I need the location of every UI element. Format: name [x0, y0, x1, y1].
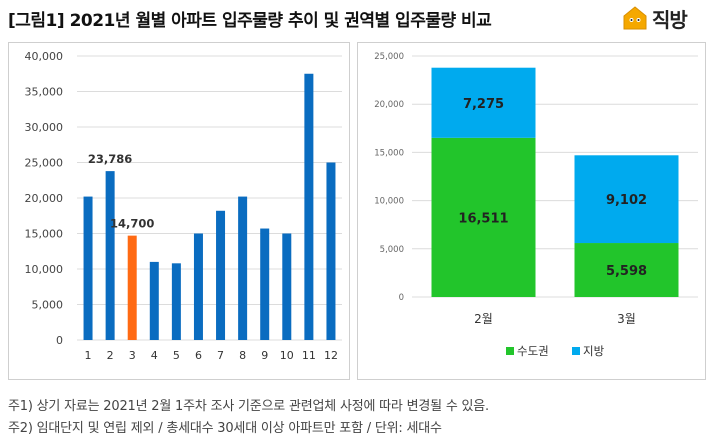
x-tick-label: 11: [302, 349, 316, 362]
bar-segment-local: [574, 155, 679, 244]
segment-value-label: 9,102: [606, 193, 647, 208]
y-tick-label: 20,000: [25, 192, 64, 205]
bar-month-6: [193, 233, 203, 340]
y-tick-label: 15,000: [374, 148, 404, 158]
x-tick-label: 3: [129, 349, 136, 362]
legend-swatch: [506, 347, 514, 355]
footnote-1: 주1) 상기 자료는 2021년 2월 1주차 조사 기준으로 관련업체 사정에…: [8, 399, 489, 414]
y-tick-label: 20,000: [374, 100, 404, 110]
segment-value-label: 7,275: [463, 97, 504, 112]
brand-name: 직방: [652, 7, 688, 32]
x-tick-label: 10: [280, 349, 294, 362]
figure-title: [그림1] 2021년 월별 아파트 입주물량 추이 및 권역별 입주물량 비교: [8, 11, 492, 31]
x-tick-label: 12: [324, 349, 338, 362]
bar-month-10: [282, 233, 292, 340]
segment-value-label: 16,511: [458, 211, 508, 226]
y-tick-label: 25,000: [374, 52, 404, 62]
legend-label: 수도권: [517, 344, 549, 358]
bar-segment-capital: [431, 137, 536, 297]
y-tick-label: 35,000: [25, 86, 64, 99]
brand-logo: 직방: [622, 3, 688, 33]
monthly-chart-panel: 0 5,000 10,000 15,000 20,000 25,000 30,000 35,0…: [8, 42, 350, 380]
y-tick-label: 25,000: [25, 157, 64, 170]
bar-segment-capital: [574, 243, 679, 297]
x-tick-label: 2: [107, 349, 114, 362]
bar-month-3: [127, 235, 137, 340]
data-label: 14,700: [110, 217, 154, 231]
bar-segment-local: [431, 67, 536, 138]
y-tick-label: 0: [56, 334, 63, 347]
region-stacked-chart: 0 5,000 10,000 15,000 20,000 25,000 16,511 7,27…: [374, 52, 698, 358]
x-tick-label: 5: [173, 349, 180, 362]
bar-month-5: [171, 263, 181, 340]
y-tick-label: 30,000: [25, 121, 64, 134]
house-icon: [623, 6, 647, 30]
bar-month-12: [326, 162, 336, 340]
x-tick-label: 4: [151, 349, 158, 362]
bar-month-4: [149, 261, 159, 340]
bar-month-2: [105, 171, 115, 340]
legend-label: 지방: [583, 344, 605, 358]
y-tick-label: 10,000: [25, 263, 64, 276]
x-tick-label: 1: [85, 349, 92, 362]
y-tick-label: 0: [399, 293, 404, 303]
segment-value-label: 5,598: [606, 264, 647, 279]
footnote-2: 주2) 임대단지 및 연립 제외 / 총세대수 30세대 이상 아파트만 포함 …: [8, 421, 442, 436]
x-tick-label: 8: [239, 349, 246, 362]
x-tick-label: 7: [217, 349, 224, 362]
bar-month-1: [83, 196, 93, 340]
y-tick-label: 15,000: [25, 228, 64, 241]
region-chart-panel: 0 5,000 10,000 15,000 20,000 25,000 16,511 7,27…: [357, 42, 706, 380]
x-tick-label: 9: [261, 349, 268, 362]
x-tick-label: 6: [195, 349, 202, 362]
x-tick-label: 2월: [474, 312, 493, 326]
bar-month-8: [238, 196, 248, 340]
bar-month-9: [260, 228, 270, 340]
y-tick-label: 5,000: [380, 245, 404, 255]
bar-month-11: [304, 73, 314, 340]
monthly-bar-chart: 0 5,000 10,000 15,000 20,000 25,000 30,000 35,0…: [25, 50, 342, 362]
y-tick-label: 5,000: [32, 299, 64, 312]
y-tick-label: 10,000: [374, 197, 404, 207]
legend-swatch: [572, 347, 580, 355]
bar-month-7: [216, 210, 226, 340]
y-tick-label: 40,000: [25, 50, 64, 63]
data-label: 23,786: [88, 152, 132, 166]
x-tick-label: 3월: [617, 312, 636, 326]
